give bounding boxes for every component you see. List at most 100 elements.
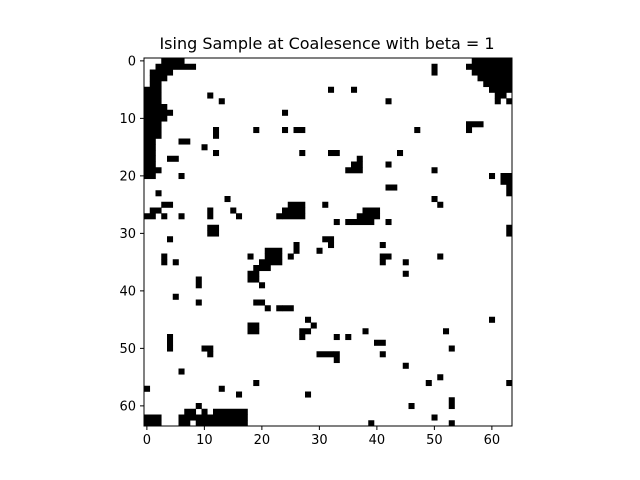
spin-down-cell-block: [379, 259, 386, 266]
spin-down-cell-block: [362, 328, 369, 335]
y-tick-label: 40: [119, 284, 136, 299]
spin-down-cell-block: [379, 351, 386, 358]
y-tick-label: 50: [119, 342, 136, 357]
spin-down-cell-block: [402, 362, 409, 369]
spin-down-cell-block: [144, 155, 156, 162]
spin-down-cell-block: [328, 86, 335, 93]
spin-down-cell-block: [500, 178, 513, 185]
spin-down-cell-block: [448, 420, 455, 427]
spin-down-cell-block: [351, 161, 363, 168]
spin-down-cell-block: [351, 219, 375, 226]
y-tick-label: 60: [119, 399, 136, 414]
spin-down-cell-block: [218, 98, 225, 105]
spin-down-cell-block: [161, 213, 168, 220]
spin-down-cell-block: [167, 345, 174, 352]
spin-down-cell-block: [506, 98, 513, 105]
spin-down-cell-block: [253, 265, 271, 272]
x-axis: 0 10 20 30 40 50 60: [143, 426, 500, 448]
spin-down-cell-block: [144, 104, 168, 111]
spin-down-cell-block: [247, 253, 254, 260]
spin-down-cell-block: [316, 247, 323, 254]
spin-down-cell-block: [144, 420, 162, 427]
spin-down-cell-block: [144, 138, 156, 145]
spin-down-cell-block: [471, 58, 513, 65]
spin-down-cell-block: [207, 207, 214, 220]
spin-down-cell-block: [368, 420, 375, 427]
spin-down-cell-block: [437, 253, 444, 260]
x-tick-label: 0: [143, 433, 151, 448]
x-tick-label: 60: [484, 433, 501, 448]
spin-down-cell-block: [144, 132, 162, 139]
spin-down-cell-block: [149, 81, 162, 88]
spin-down-cell-block: [264, 247, 283, 254]
x-tick-label: 50: [426, 433, 443, 448]
spin-down-cell-block: [144, 127, 162, 134]
spin-down-cell-block: [374, 339, 386, 346]
y-tick-label: 30: [119, 227, 136, 242]
spin-down-cell-block: [144, 173, 156, 180]
spin-down-cell-block: [287, 201, 306, 208]
spin-down-cell-block: [224, 196, 231, 203]
spin-down-cell-block: [425, 380, 432, 387]
spin-down-cell-block: [305, 391, 312, 398]
spin-down-cell-block: [305, 316, 312, 323]
spin-down-cell-block: [333, 351, 340, 364]
spin-down-cell-block: [172, 293, 179, 300]
spin-down-cell-block: [213, 132, 220, 139]
spin-down-cell-block: [466, 121, 484, 128]
spin-down-cell-block: [236, 213, 243, 220]
y-tick-label: 20: [119, 169, 136, 184]
spin-down-cell-block: [414, 127, 421, 134]
spin-down-cell-block: [489, 316, 496, 323]
spin-down-cell-block: [178, 138, 191, 145]
spin-down-cell-block: [282, 109, 289, 116]
x-tick-label: 20: [254, 433, 271, 448]
spin-down-cell-block: [431, 196, 438, 203]
spin-down-cell-block: [310, 322, 317, 329]
chart-title: Ising Sample at Coalesence with beta = 1: [159, 34, 494, 53]
spin-down-cell-block: [144, 167, 162, 174]
spin-down-cell-block: [161, 201, 174, 208]
spin-down-cell-block: [489, 86, 507, 93]
spin-down-cell-block: [494, 92, 507, 99]
spin-down-cell-block: [161, 58, 185, 65]
spin-down-cell-block: [149, 75, 168, 82]
spin-down-cell-block: [178, 213, 185, 220]
spin-down-cell-block: [299, 334, 306, 341]
x-tick-label: 30: [311, 433, 328, 448]
spin-down-cell-block: [178, 173, 185, 180]
spin-down-cell-block: [385, 161, 392, 168]
y-tick-label: 10: [119, 112, 136, 127]
spin-down-cell-block: [264, 253, 283, 260]
spin-down-cell-block: [408, 403, 415, 410]
spin-down-cell-block: [172, 259, 179, 266]
spin-down-cell-block: [328, 150, 340, 157]
spin-down-cell-block: [218, 385, 225, 392]
spin-down-cell-block: [276, 305, 283, 312]
x-tick-label: 40: [369, 433, 386, 448]
spin-down-cell-block: [385, 184, 398, 191]
plot-area: [144, 58, 513, 427]
y-tick-label: 0: [128, 54, 136, 69]
spin-down-cell-block: [351, 86, 358, 93]
x-tick-label: 10: [196, 433, 213, 448]
spin-down-cell-block: [437, 374, 444, 381]
spin-down-cell-block: [195, 276, 202, 289]
spin-down-cell-block: [161, 259, 168, 266]
spin-down-cell-block: [144, 92, 162, 99]
spin-down-cell-block: [259, 282, 266, 289]
spin-down-cell-block: [402, 270, 409, 277]
spin-down-cell-block: [144, 98, 162, 105]
spin-down-cell-block: [379, 253, 392, 260]
spin-down-cell-block: [362, 207, 381, 214]
spin-down-cell-block: [144, 385, 151, 392]
spin-down-cell-block: [247, 322, 260, 329]
spin-down-cell-block: [293, 127, 306, 134]
spin-down-cell-block: [282, 213, 306, 220]
spin-down-cell-block: [345, 334, 352, 341]
spin-down-cell-block: [402, 259, 409, 266]
spin-down-cell-block: [282, 207, 306, 214]
spin-down-cell-block: [448, 345, 455, 352]
